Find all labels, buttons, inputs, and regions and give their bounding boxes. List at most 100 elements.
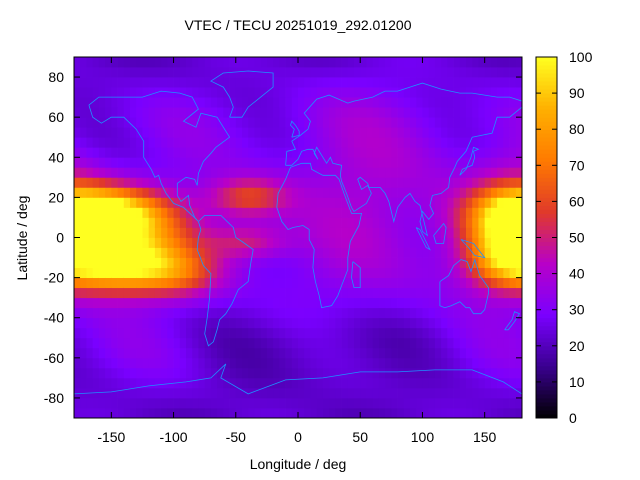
heatmap-cell [447,267,454,279]
heatmap-cell [341,127,349,138]
heatmap-cell [192,357,199,369]
heatmap-cell [441,137,448,148]
colorbar-segment [536,117,557,122]
heatmap-cell [385,397,392,409]
heatmap-cell [391,317,398,329]
heatmap-cell [154,257,162,268]
heatmap-cell [385,387,392,399]
heatmap-cell [366,157,374,168]
heatmap-cell [459,267,467,279]
heatmap-cell [223,257,230,268]
heatmap-cell [198,167,206,178]
heatmap-cell [130,397,137,409]
heatmap-cell [136,177,143,188]
heatmap-cell [366,77,374,88]
heatmap-cell [490,77,498,88]
heatmap-cell [242,167,249,178]
heatmap-cell [515,327,523,339]
heatmap-cell [260,327,268,339]
heatmap-cell [472,217,479,228]
heatmap-cell [304,247,311,258]
heatmap-cell [304,397,311,409]
heatmap-cell [335,397,342,409]
heatmap-cell [105,267,112,279]
heatmap-cell [154,397,162,409]
heatmap-cell [434,67,442,78]
heatmap-cell [360,177,367,188]
colorbar-segment [536,77,557,82]
heatmap-cell [453,237,461,248]
heatmap-cell [154,347,162,359]
heatmap-cell [154,137,162,148]
heatmap-cell [130,197,137,208]
heatmap-cell [204,317,212,329]
heatmap-cell [173,187,181,198]
heatmap-cell [453,317,461,329]
heatmap-cell [148,247,156,258]
heatmap-cell [391,137,398,148]
heatmap-cell [490,297,498,309]
heatmap-cell [105,207,112,218]
heatmap-cell [279,337,286,349]
x-axis-ticks: -150 -100 -50 0 50 100 150 [97,57,497,445]
heatmap-cell [422,167,430,178]
heatmap-cell [515,157,523,168]
heatmap-cell [347,177,355,188]
heatmap-cell [198,277,206,289]
heatmap-cell [86,257,94,268]
heatmap-cell [260,147,268,158]
heatmap-cell [86,247,94,258]
heatmap-cell [198,307,206,319]
heatmap-cell [515,277,523,289]
heatmap-cell [341,327,349,339]
heatmap-cell [403,87,411,98]
heatmap-cell [434,127,442,138]
heatmap-cell [229,157,237,168]
heatmap-cell [204,367,212,379]
heatmap-cell [217,397,224,409]
heatmap-cell [123,167,131,178]
heatmap-cell [291,337,299,349]
heatmap-cell [304,337,311,349]
heatmap-cell [198,157,206,168]
heatmap-cell [161,177,168,188]
heatmap-cell [416,307,423,319]
heatmap-cell [229,287,237,299]
heatmap-cell [217,137,224,148]
heatmap-cell [279,317,286,329]
heatmap-cell [472,77,479,88]
heatmap-cell [347,397,355,409]
heatmap-cell [416,117,423,128]
heatmap-cell [385,307,392,319]
heatmap-cell [291,357,299,369]
heatmap-cell [354,117,361,128]
heatmap-cell [484,187,492,198]
heatmap-cell [503,257,510,268]
heatmap-cell [515,207,523,218]
heatmap-cell [304,347,311,359]
heatmap-cell [105,87,112,98]
heatmap-cell [459,157,467,168]
heatmap-cell [428,247,436,258]
heatmap-cell [428,57,436,68]
colorbar-segment [536,413,557,419]
heatmap-cell [111,137,118,148]
heatmap-cell [422,377,430,389]
heatmap-cell [397,147,405,158]
heatmap-cell [484,137,492,148]
heatmap-cell [503,227,510,238]
heatmap-cell [515,357,523,369]
colorbar-tick-label: 0 [569,410,577,426]
heatmap-cell [136,287,143,299]
heatmap-cell [229,117,237,128]
heatmap-cell [80,307,87,319]
heatmap-cell [341,87,349,98]
heatmap-cell [410,167,417,178]
heatmap-cell [285,277,293,289]
heatmap-cell [434,217,442,228]
heatmap-cell [154,77,162,88]
heatmap-cell [148,267,156,279]
heatmap-cell [117,147,125,158]
heatmap-cell [478,337,486,349]
heatmap-cell [266,227,274,238]
